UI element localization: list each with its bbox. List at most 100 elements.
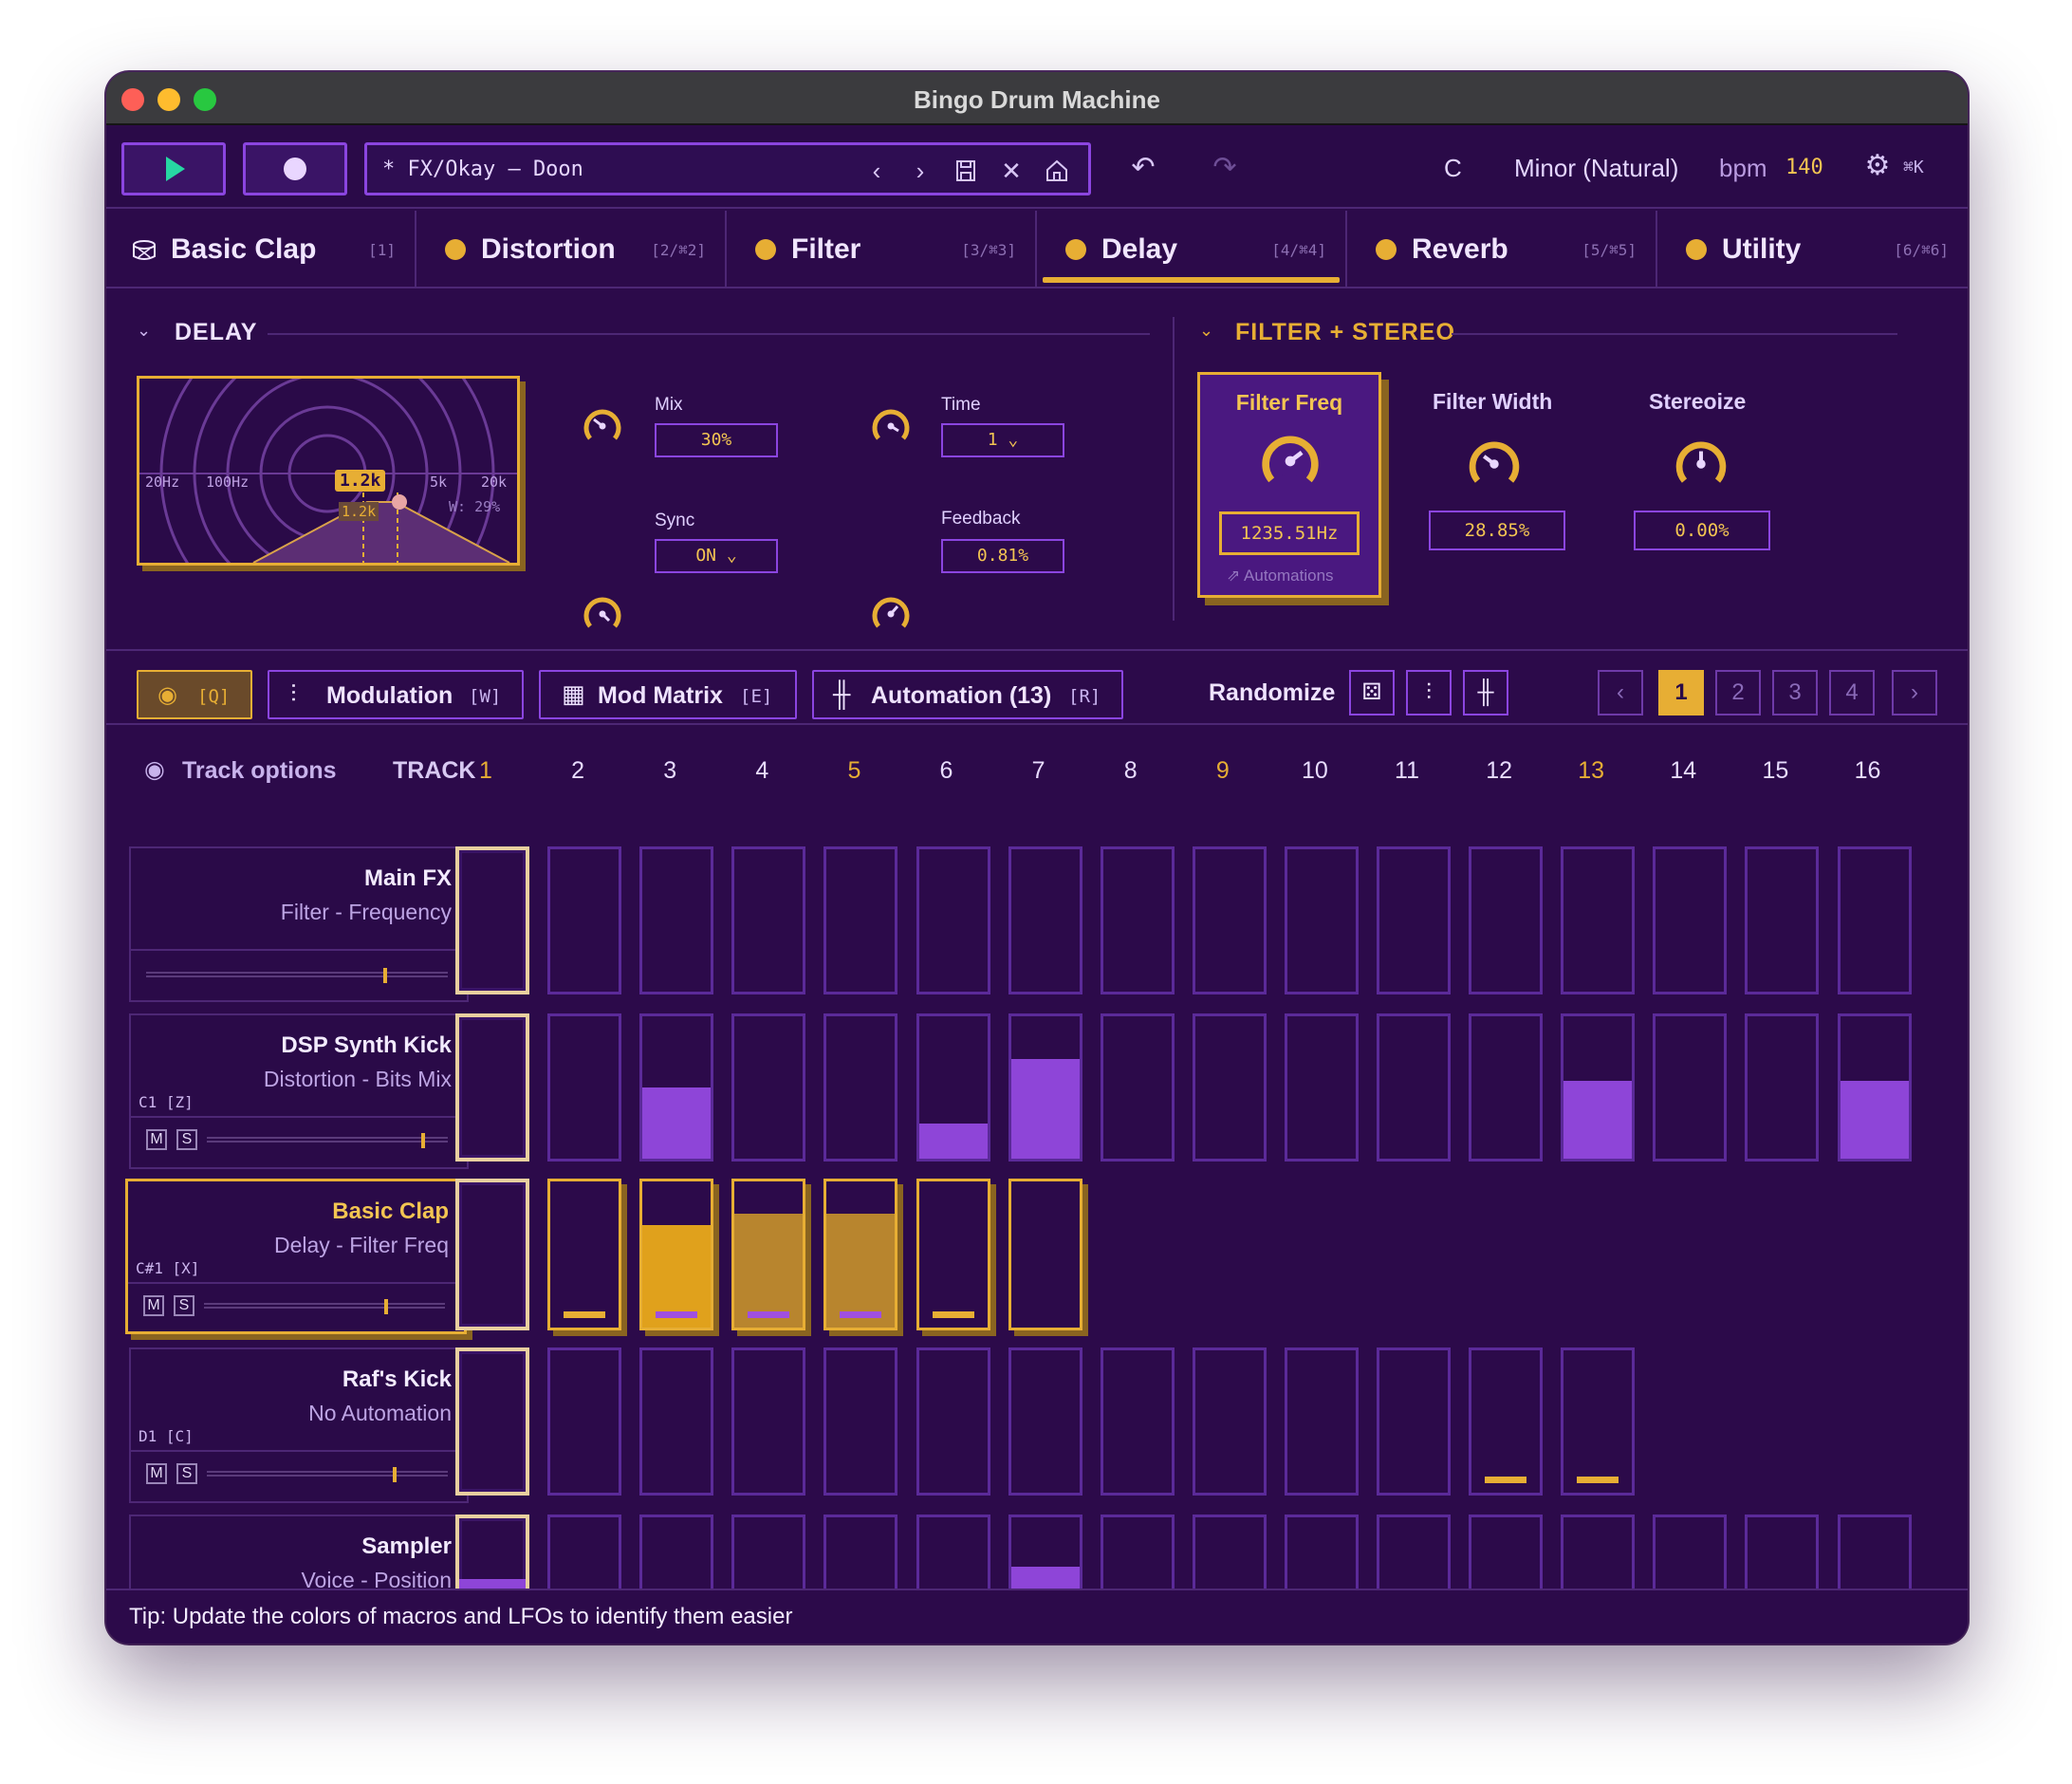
maximize-window-button[interactable] [194, 88, 216, 111]
randomize-params-button[interactable]: ⫶ [1406, 670, 1452, 715]
bpm-value[interactable]: 140 [1785, 156, 1823, 179]
filter-freq-panel[interactable]: Filter Freq 1235.51Hz ⇗ Automations [1197, 372, 1381, 598]
page-3-button[interactable]: 3 [1772, 670, 1818, 715]
step-cell[interactable] [1745, 846, 1820, 994]
randomize-automation-button[interactable]: ╫ [1463, 670, 1508, 715]
track-options-button[interactable]: Track options [182, 757, 337, 784]
step-cell[interactable] [1008, 846, 1082, 994]
filter-width-knob[interactable] [1465, 435, 1524, 493]
mute-button[interactable]: M [146, 1129, 167, 1150]
step-cell[interactable] [455, 1013, 529, 1161]
close-window-button[interactable] [121, 88, 144, 111]
tab-distortion[interactable]: Distortion [2/⌘2] [416, 211, 727, 288]
step-cell[interactable] [731, 1347, 806, 1496]
modulation-button[interactable]: ⫶ Modulation [W] [268, 670, 524, 719]
step-cell[interactable] [639, 1179, 714, 1330]
minimize-window-button[interactable] [157, 88, 180, 111]
slider-thumb[interactable] [393, 1467, 397, 1482]
step-cell[interactable] [1745, 1013, 1820, 1161]
chevron-left-icon[interactable]: ‹ [872, 157, 881, 185]
page-prev-button[interactable]: ‹ [1598, 670, 1643, 715]
step-cell[interactable] [1192, 846, 1267, 994]
page-4-button[interactable]: 4 [1829, 670, 1875, 715]
chevron-down-icon[interactable]: ⌄ [137, 321, 152, 340]
track-volume-slider[interactable] [204, 1299, 445, 1314]
key-selector[interactable]: C [1444, 154, 1462, 182]
step-cell[interactable] [547, 846, 622, 994]
step-cell[interactable] [916, 1347, 990, 1496]
stereoize-value-field[interactable]: 0.00% [1634, 511, 1770, 550]
chevron-right-icon[interactable]: › [916, 157, 925, 185]
step-cell[interactable] [1561, 1013, 1636, 1161]
step-cell[interactable] [1653, 1013, 1728, 1161]
eye-icon[interactable]: ◉ [144, 756, 165, 783]
filter-freq-knob[interactable] [1257, 428, 1323, 494]
step-cell[interactable] [547, 1013, 622, 1161]
step-cell[interactable] [455, 846, 529, 994]
chevron-down-icon[interactable]: ⌄ [1199, 321, 1214, 340]
tab-reverb[interactable]: Reverb [5/⌘5] [1347, 211, 1657, 288]
step-cell[interactable] [455, 1347, 529, 1496]
close-icon[interactable]: ✕ [1001, 157, 1022, 185]
step-cell[interactable] [639, 846, 714, 994]
step-cell[interactable] [1192, 1347, 1267, 1496]
step-cell[interactable] [1008, 1347, 1082, 1496]
solo-button[interactable]: S [176, 1463, 197, 1484]
undo-icon[interactable]: ↶ [1131, 152, 1156, 183]
step-cell[interactable] [1469, 1347, 1544, 1496]
step-cell[interactable] [1100, 1347, 1175, 1496]
track-basic-clap[interactable]: Basic Clap Delay - Filter Freq C#1 [X] M… [125, 1179, 467, 1334]
tab-basic-clap[interactable]: Basic Clap [1] [106, 211, 416, 288]
step-cell[interactable] [731, 846, 806, 994]
step-cell[interactable] [1561, 1347, 1636, 1496]
play-button[interactable] [121, 142, 226, 195]
feedback-value-field[interactable]: 0.81% [941, 539, 1064, 573]
mix-value-field[interactable]: 30% [655, 423, 778, 457]
step-cell[interactable] [1837, 846, 1912, 994]
preset-selector[interactable]: * FX/Okay – Doon ‹ › ✕ [364, 142, 1091, 195]
save-icon[interactable] [950, 155, 982, 187]
step-cell[interactable] [1284, 1013, 1359, 1161]
step-cell[interactable] [1837, 1013, 1912, 1161]
filter-freq-value-field[interactable]: 1235.51Hz [1219, 511, 1360, 555]
step-cell[interactable] [1377, 1013, 1451, 1161]
step-cell[interactable] [823, 846, 898, 994]
step-cell[interactable] [547, 1347, 622, 1496]
mute-button[interactable]: M [143, 1295, 164, 1316]
step-cell[interactable] [823, 1347, 898, 1496]
solo-button[interactable]: S [176, 1129, 197, 1150]
randomize-dice-button[interactable]: ⚄ [1349, 670, 1395, 715]
slider-thumb[interactable] [421, 1133, 425, 1148]
feedback-knob[interactable] [869, 592, 913, 636]
track-volume-slider[interactable] [146, 968, 448, 983]
mute-button[interactable]: M [146, 1463, 167, 1484]
step-cell[interactable] [1100, 846, 1175, 994]
step-cell[interactable] [823, 1179, 898, 1330]
mod-matrix-button[interactable]: ▦ Mod Matrix [E] [539, 670, 797, 719]
step-cell[interactable] [916, 1179, 990, 1330]
record-button[interactable] [243, 142, 347, 195]
step-cell[interactable] [731, 1179, 806, 1330]
sync-knob[interactable] [581, 592, 624, 636]
time-dropdown[interactable]: 1 ⌄ [941, 423, 1064, 457]
track-volume-slider[interactable] [207, 1133, 448, 1148]
track-dsp-synth-kick[interactable]: DSP Synth Kick Distortion - Bits Mix C1 … [129, 1013, 469, 1169]
step-cell[interactable] [731, 1013, 806, 1161]
step-cell[interactable] [916, 846, 990, 994]
gear-icon[interactable]: ⚙ [1864, 150, 1891, 181]
tab-filter[interactable]: Filter [3/⌘3] [727, 211, 1037, 288]
time-knob[interactable] [869, 404, 913, 448]
solo-button[interactable]: S [174, 1295, 194, 1316]
sync-dropdown[interactable]: ON ⌄ [655, 539, 778, 573]
step-cell[interactable] [1469, 1013, 1544, 1161]
filter-width-value-field[interactable]: 28.85% [1429, 511, 1565, 550]
tab-delay[interactable]: Delay [4/⌘4] [1037, 211, 1347, 288]
slider-thumb[interactable] [384, 1299, 388, 1314]
step-cell[interactable] [547, 1179, 622, 1330]
track-main-fx[interactable]: Main FX Filter - Frequency [129, 846, 469, 1002]
step-cell[interactable] [1100, 1013, 1175, 1161]
step-cell[interactable] [1008, 1013, 1082, 1161]
stereoize-knob[interactable] [1672, 435, 1730, 493]
step-cell[interactable] [1377, 846, 1451, 994]
visibility-toggle-button[interactable]: ◉ [Q] [137, 670, 252, 719]
